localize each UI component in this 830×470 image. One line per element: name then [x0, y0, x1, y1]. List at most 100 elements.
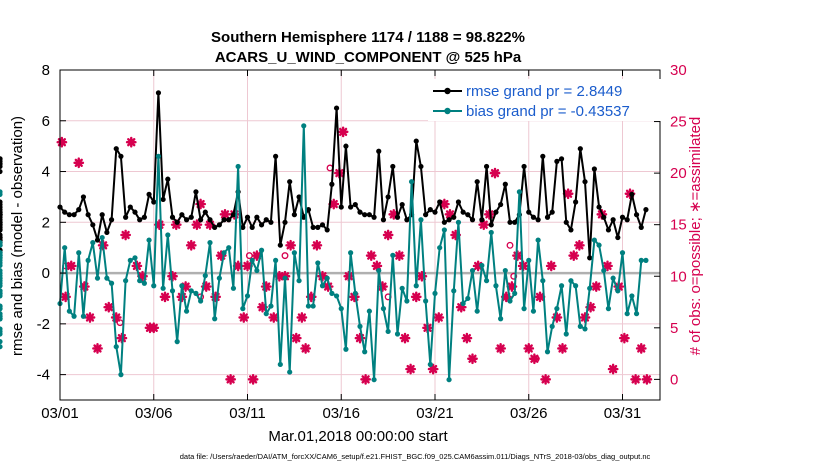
rmse-point	[0, 168, 3, 175]
asterisk-stroke	[312, 241, 322, 250]
bias-point	[71, 313, 77, 319]
asterisk-stroke	[637, 344, 646, 353]
bias-point	[0, 344, 3, 350]
rmse-point	[544, 214, 551, 220]
asterisk-stroke	[569, 251, 578, 260]
rmse-point	[249, 224, 255, 230]
bias-point	[254, 267, 260, 274]
bias-point	[530, 308, 537, 314]
bias-point	[183, 308, 190, 314]
obs-assimilated-marker	[410, 291, 422, 303]
asterisk-stroke	[74, 158, 83, 167]
legend-box	[428, 79, 662, 121]
bias-point	[408, 179, 415, 185]
bias-point	[155, 153, 162, 159]
asterisk-stroke	[202, 282, 211, 291]
obs-assimilated-marker	[296, 312, 308, 323]
rmse-point	[198, 217, 204, 223]
bias-point	[80, 313, 87, 319]
bias-point	[591, 237, 597, 243]
y-right-tick-label: 15	[670, 217, 687, 234]
asterisk-stroke	[372, 261, 382, 271]
y-tick-label: 2	[42, 214, 50, 231]
obs-assimilated-marker	[607, 363, 619, 375]
bias-point	[118, 372, 124, 378]
chart-title-line1: Southern Hemisphere 1174 / 1188 = 98.822…	[211, 29, 525, 46]
rmse-point	[155, 90, 162, 96]
asterisk-stroke	[406, 364, 415, 374]
bias-point	[563, 331, 569, 337]
rmse-point	[338, 204, 344, 210]
rmse-point	[577, 146, 583, 152]
bias-point	[165, 232, 171, 238]
rmse-point	[427, 207, 433, 213]
rmse-point	[418, 163, 424, 170]
asterisk-stroke	[547, 261, 556, 271]
bias-point	[493, 283, 499, 289]
rmse-point	[549, 209, 555, 215]
rmse-point	[123, 214, 129, 220]
bias-point	[624, 311, 630, 317]
rmse-point	[558, 156, 565, 162]
asterisk-stroke	[226, 375, 235, 384]
obs-assimilated-marker	[630, 373, 642, 385]
bias-point	[385, 328, 391, 335]
bias-point	[0, 242, 3, 248]
rmse-point	[212, 224, 218, 230]
bias-point	[179, 283, 185, 289]
rmse-point	[479, 217, 485, 223]
rmse-point	[596, 204, 602, 210]
rmse-point	[118, 153, 124, 159]
y-tick-label: 4	[42, 164, 50, 181]
bias-point	[512, 290, 518, 296]
obs-assimilated-marker	[590, 281, 602, 292]
rmse-point	[151, 199, 157, 205]
rmse-point	[85, 212, 91, 218]
rmse-point	[605, 227, 612, 233]
rmse-point	[291, 212, 297, 218]
rmse-point	[526, 209, 532, 215]
x-tick-label: 03/06	[135, 405, 173, 422]
obs-assimilated-marker	[641, 373, 653, 385]
rmse-point	[643, 207, 649, 213]
chart-title-line2: ACARS_U_WIND_COMPONENT @ 525 hPa	[215, 49, 522, 66]
obs-assimilated-marker	[382, 229, 394, 241]
bias-point	[483, 278, 490, 284]
bias-point	[263, 311, 269, 317]
obs-assimilated-marker	[285, 239, 297, 251]
rmse-point	[324, 227, 330, 233]
obs-assimilated-marker	[238, 312, 250, 323]
rmse-point	[446, 217, 452, 223]
obs-assimilated-marker	[328, 198, 340, 210]
obs-assimilated-marker	[523, 343, 535, 354]
asterisk-stroke	[269, 313, 278, 322]
axis-ticks: 03/01 03/06 03/11 03/16 03/21 03/26 03/31 -4 -2 0…	[37, 62, 687, 422]
bias-series-line	[59, 124, 646, 381]
rmse-point	[277, 242, 283, 248]
asterisk-stroke	[275, 272, 284, 281]
bias-point	[366, 308, 372, 314]
rmse-point	[357, 209, 363, 215]
asterisk-stroke	[592, 282, 601, 291]
obs-assimilated-marker	[360, 373, 372, 385]
rmse-point	[362, 212, 368, 218]
rmse-point	[0, 227, 3, 233]
bias-point	[0, 275, 3, 281]
asterisk-stroke	[239, 313, 248, 322]
rmse-point	[0, 232, 3, 238]
y-right-tick-label: 0	[670, 371, 678, 388]
bias-point	[62, 245, 68, 251]
bias-point	[352, 290, 358, 296]
y-right-tick-label: 25	[670, 114, 687, 131]
y-axis-label-left: rmse and bias (model - observation)	[9, 116, 26, 356]
rmse-point	[94, 237, 101, 243]
bias-point	[460, 300, 466, 307]
bias-point	[404, 298, 410, 304]
bias-point	[90, 240, 96, 246]
obs-assimilated-marker	[191, 219, 203, 231]
asterisk-stroke	[121, 230, 130, 240]
obs-assimilated-marker	[393, 250, 405, 262]
asterisk-stroke	[248, 375, 258, 384]
bias-point	[282, 275, 288, 281]
rmse-point	[202, 209, 208, 215]
